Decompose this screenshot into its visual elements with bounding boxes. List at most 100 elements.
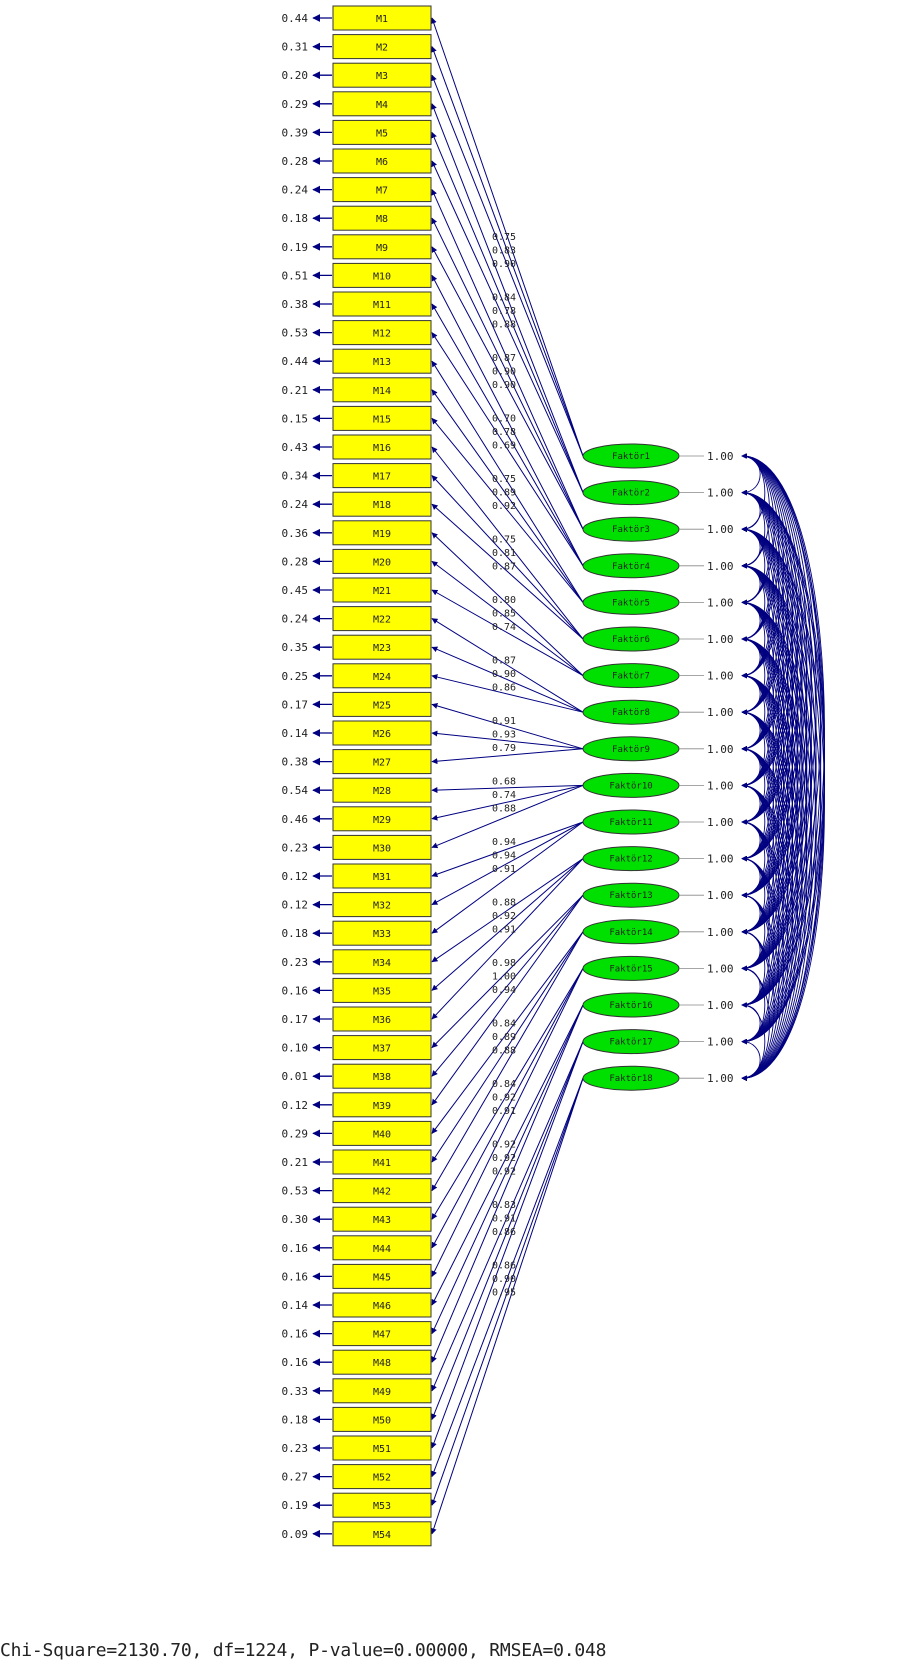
factor-variance: 1.00 — [707, 779, 734, 792]
observed-var-m25: M25 0.17 — [282, 691, 432, 717]
latent-factor-10: Faktör10 1.00 — [582, 772, 734, 798]
error-variance: 0.39 — [282, 126, 309, 139]
observed-var-m14: M14 0.21 — [282, 377, 432, 403]
loading-value: 0.86 — [492, 1227, 516, 1238]
loading-path — [431, 1041, 584, 1392]
factor-covariance — [741, 563, 803, 935]
factor-variance: 1.00 — [707, 926, 734, 939]
loading-path — [431, 1004, 584, 1306]
observed-label: M18 — [373, 500, 391, 511]
loading-value: 0.91 — [492, 864, 516, 875]
observed-box — [332, 1521, 432, 1547]
loading-path — [431, 74, 584, 457]
observed-box — [332, 1492, 432, 1518]
factor-covariance — [741, 563, 817, 1045]
loading-path — [431, 103, 584, 493]
observed-var-m20: M20 0.28 — [282, 548, 432, 574]
factor-covariance — [741, 1038, 761, 1081]
error-variance: 0.19 — [282, 1499, 309, 1512]
factor-variance: 1.00 — [707, 633, 734, 646]
loading-path — [431, 931, 584, 1192]
error-variance: 0.24 — [282, 613, 309, 626]
factor-variance: 1.00 — [707, 1036, 734, 1049]
observed-label: M36 — [373, 1015, 391, 1026]
loading-value: 0.92 — [492, 1140, 516, 1151]
observed-label: M6 — [376, 157, 388, 168]
observed-label: M47 — [373, 1330, 391, 1341]
loading-value: 0.91 — [492, 925, 516, 936]
observed-var-m8: M8 0.18 — [282, 205, 432, 231]
loading-path — [431, 217, 584, 530]
loading-labels: 0.75 0.83 0.90 0.84 0.78 0.88 0.87 0.90 0.90 0.70… — [492, 232, 516, 1299]
loading-path — [431, 160, 584, 493]
latent-label: Faktör3 — [612, 525, 650, 535]
observed-label: M2 — [376, 43, 388, 54]
error-variance: 0.21 — [282, 1156, 309, 1169]
observed-var-m48: M48 0.16 — [282, 1349, 432, 1375]
error-variance: 0.53 — [282, 1185, 309, 1198]
loading-value: 0.94 — [492, 851, 516, 862]
error-variance: 0.43 — [282, 441, 309, 454]
observed-label: M19 — [373, 529, 391, 540]
observed-var-m5: M5 0.39 — [282, 119, 432, 145]
factor-variance: 1.00 — [707, 596, 734, 609]
loading-path — [431, 189, 584, 530]
loading-path — [431, 561, 584, 676]
observed-box — [332, 5, 432, 31]
loading-value: 0.92 — [492, 501, 516, 512]
loading-path — [431, 131, 584, 493]
observed-var-m38: M38 0.01 — [282, 1063, 432, 1089]
observed-label: M26 — [373, 729, 391, 740]
loading-path — [431, 446, 584, 640]
observed-label: M20 — [373, 557, 391, 568]
loading-value: 0.87 — [492, 656, 516, 667]
observed-var-m17: M17 0.34 — [282, 463, 432, 489]
observed-var-m9: M9 0.19 — [282, 234, 432, 260]
loading-path — [431, 730, 584, 750]
loading-value: 0.87 — [492, 562, 516, 573]
observed-box — [332, 920, 432, 946]
error-variance: 0.10 — [282, 1042, 309, 1055]
observed-box — [332, 377, 432, 403]
observed-var-m2: M2 0.31 — [282, 34, 432, 60]
loading-value: 0.84 — [492, 1079, 516, 1090]
latent-label: Faktör12 — [609, 855, 652, 865]
loading-value: 0.88 — [492, 804, 516, 815]
error-variance: 0.14 — [282, 1299, 309, 1312]
observed-box — [332, 177, 432, 203]
latent-factor-17: Faktör17 1.00 — [582, 1029, 734, 1055]
factor-covariance — [741, 453, 803, 825]
factor-covariance — [741, 709, 798, 1045]
loading-path — [431, 274, 584, 567]
observed-label: M32 — [373, 901, 391, 912]
loading-value: 0.88 — [492, 320, 516, 331]
loading-path — [431, 503, 584, 640]
observed-var-m42: M42 0.53 — [282, 1178, 432, 1204]
observed-var-m37: M37 0.10 — [282, 1035, 432, 1061]
loading-path — [431, 784, 584, 794]
latent-label: Faktör4 — [612, 562, 650, 572]
loading-path — [431, 858, 584, 963]
loading-path — [431, 968, 584, 1249]
observed-var-m16: M16 0.43 — [282, 434, 432, 460]
latent-factor-8: Faktör8 1.00 — [582, 699, 734, 725]
loading-value: 0.94 — [492, 837, 516, 848]
loading-path — [430, 17, 584, 457]
loading-value: 0.74 — [492, 622, 516, 633]
factor-variance: 1.00 — [707, 560, 734, 573]
loading-value: 0.90 — [492, 669, 516, 680]
observed-label: M30 — [373, 843, 391, 854]
observed-label: M38 — [373, 1072, 391, 1083]
loading-path — [431, 821, 584, 934]
observed-var-m34: M34 0.23 — [282, 949, 432, 975]
observed-var-m49: M49 0.33 — [282, 1378, 432, 1404]
error-variance: 0.18 — [282, 1413, 309, 1426]
observed-box — [332, 863, 432, 889]
observed-var-m53: M53 0.19 — [282, 1492, 432, 1518]
error-variance: 0.23 — [282, 1442, 309, 1455]
loading-path — [431, 821, 584, 906]
observed-var-m35: M35 0.16 — [282, 977, 432, 1003]
error-variance: 0.14 — [282, 727, 309, 740]
observed-box — [332, 291, 432, 317]
